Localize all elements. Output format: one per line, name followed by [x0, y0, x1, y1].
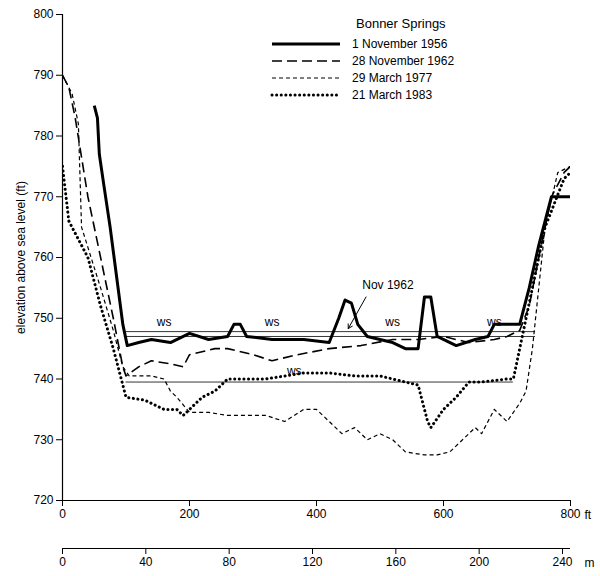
svg-text:m: m: [585, 556, 595, 570]
svg-text:ws: ws: [486, 315, 502, 329]
svg-text:ft: ft: [585, 508, 592, 522]
svg-text:ws: ws: [156, 315, 172, 329]
svg-text:720: 720: [33, 493, 53, 507]
html-text:29 March 1977: 29 March 1977: [352, 70, 433, 85]
html-text:21 March 1983: 21 March 1983: [352, 87, 433, 102]
svg-text:0: 0: [59, 507, 66, 521]
svg-text:ws: ws: [384, 315, 400, 329]
svg-text:600: 600: [433, 507, 453, 521]
svg-text:ws: ws: [264, 315, 280, 329]
html-text:1 November 1956: 1 November 1956: [352, 36, 448, 51]
svg-text:120: 120: [302, 555, 322, 569]
svg-text:730: 730: [33, 433, 53, 447]
svg-text:200: 200: [179, 507, 199, 521]
svg-text:760: 760: [33, 250, 53, 264]
html-text:28 November 1962: 28 November 1962: [352, 53, 455, 68]
svg-text:200: 200: [469, 555, 489, 569]
svg-text:400: 400: [306, 507, 326, 521]
svg-text:780: 780: [33, 129, 53, 143]
svg-text:740: 740: [33, 372, 53, 386]
svg-text:Nov 1962: Nov 1962: [362, 278, 414, 292]
html-text:Bonner Springs: Bonner Springs: [356, 16, 446, 31]
svg-text:ws: ws: [286, 364, 302, 378]
svg-text:40: 40: [139, 555, 153, 569]
svg-text:790: 790: [33, 68, 53, 82]
svg-text:80: 80: [222, 555, 236, 569]
svg-text:elevation above sea level (ft): elevation above sea level (ft): [14, 181, 28, 334]
svg-text:240: 240: [552, 555, 572, 569]
svg-text:0: 0: [59, 555, 66, 569]
svg-text:800: 800: [33, 7, 53, 21]
svg-text:750: 750: [33, 311, 53, 325]
svg-text:770: 770: [33, 190, 53, 204]
svg-text:800: 800: [560, 507, 580, 521]
svg-text:160: 160: [386, 555, 406, 569]
